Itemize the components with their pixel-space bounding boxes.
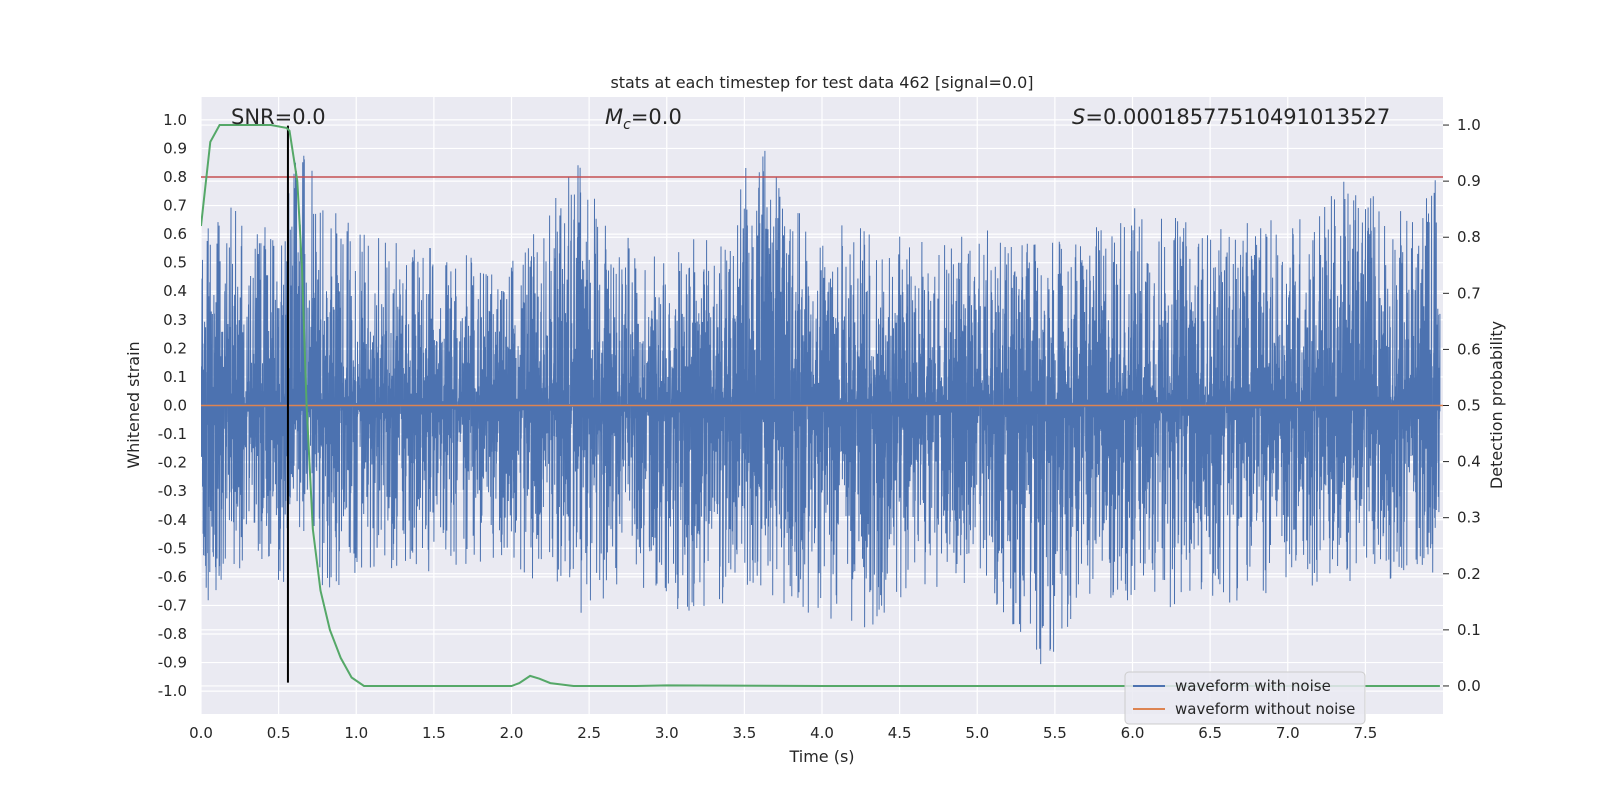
x-tick-label: 3.0 (655, 724, 679, 742)
y-tick-label: 1.0 (163, 111, 187, 129)
mc-symbol: M (605, 105, 623, 129)
y2-tick-label: 0.2 (1457, 565, 1481, 583)
series-detection-probability (201, 124, 1440, 687)
y-tick-label: 0.2 (163, 339, 187, 357)
s-value: =0.00018577510491013527 (1085, 105, 1390, 129)
s-annotation: S=0.00018577510491013527 (1072, 105, 1390, 129)
y-tick-label: 0.0 (163, 397, 187, 415)
x-tick-label: 2.5 (577, 724, 601, 742)
x-tick-label: 7.0 (1276, 724, 1300, 742)
y-tick-label: 0.6 (163, 225, 187, 243)
y-tick-label: 0.5 (163, 254, 187, 272)
x-tick-label: 4.0 (810, 724, 834, 742)
y-axis-label: Whitened strain (124, 341, 143, 468)
y-tick-label: -0.4 (158, 511, 187, 529)
x-tick-label: 1.0 (344, 724, 368, 742)
y-tick-label: -0.6 (158, 568, 187, 586)
y-tick-label: 0.8 (163, 168, 187, 186)
y-axis-ticks: 1.0 0.9 0.8 0.7 0.6 0.5 0.4 0.3 0.2 0.1 0.0 -0.1 -0.… (158, 111, 187, 700)
y-tick-label: -0.7 (158, 596, 187, 614)
y2-axis-ticks: 1.0 0.9 0.8 0.7 0.6 0.5 0.4 0.3 0.2 0.1 0.0 (1443, 116, 1481, 695)
legend: waveform with noise waveform without noi… (1124, 671, 1366, 725)
legend-label-waveform-without-noise: waveform without noise (1175, 700, 1355, 718)
y2-tick-label: 0.3 (1457, 509, 1481, 527)
y2-axis-label: Detection probability (1487, 321, 1506, 489)
x-tick-label: 7.5 (1353, 724, 1377, 742)
y2-tick-label: 0.8 (1457, 228, 1481, 246)
x-tick-label: 0.5 (267, 724, 291, 742)
y-tick-label: 0.3 (163, 311, 187, 329)
mc-subscript: c (623, 117, 631, 133)
x-tick-label: 4.5 (888, 724, 912, 742)
y-tick-label: 0.1 (163, 368, 187, 386)
y-tick-label: -0.2 (158, 454, 187, 472)
y2-tick-label: 1.0 (1457, 116, 1481, 134)
y-tick-label: 0.9 (163, 139, 187, 157)
x-tick-label: 5.5 (1043, 724, 1067, 742)
y-tick-label: 0.7 (163, 197, 187, 215)
chart-title: stats at each timestep for test data 462… (610, 73, 1033, 92)
y-tick-label: -0.9 (158, 654, 187, 672)
legend-box (1124, 671, 1366, 725)
legend-label-waveform-with-noise: waveform with noise (1175, 677, 1331, 695)
y2-tick-label: 0.4 (1457, 453, 1481, 471)
y2-tick-label: 0.0 (1457, 677, 1481, 695)
x-tick-label: 0.0 (189, 724, 213, 742)
y-tick-label: -0.5 (158, 539, 187, 557)
y-tick-label: -0.8 (158, 625, 187, 643)
y-tick-label: -0.3 (158, 482, 187, 500)
y-tick-label: -1.0 (158, 682, 187, 700)
y2-tick-label: 0.6 (1457, 340, 1481, 358)
y-tick-label: 0.4 (163, 282, 187, 300)
s-symbol: S (1072, 105, 1085, 129)
snr-annotation: SNR=0.0 (231, 105, 326, 129)
mc-value: =0.0 (631, 105, 682, 129)
y-tick-label: -0.1 (158, 425, 187, 443)
x-axis-ticks: 0.0 0.5 1.0 1.5 2.0 2.5 3.0 3.5 4.0 4.5 5.0 5.5 6.0 6… (189, 724, 1377, 742)
x-tick-label: 6.0 (1121, 724, 1145, 742)
y2-tick-label: 0.7 (1457, 284, 1481, 302)
x-tick-label: 1.5 (422, 724, 446, 742)
y2-tick-label: 0.1 (1457, 621, 1481, 639)
x-tick-label: 3.5 (732, 724, 756, 742)
y2-tick-label: 0.9 (1457, 172, 1481, 190)
x-tick-label: 6.5 (1198, 724, 1222, 742)
x-tick-label: 5.0 (965, 724, 989, 742)
y2-tick-label: 0.5 (1457, 397, 1481, 415)
mc-annotation: Mc=0.0 (605, 105, 682, 133)
x-tick-label: 2.0 (500, 724, 524, 742)
x-axis-label: Time (s) (788, 747, 854, 766)
